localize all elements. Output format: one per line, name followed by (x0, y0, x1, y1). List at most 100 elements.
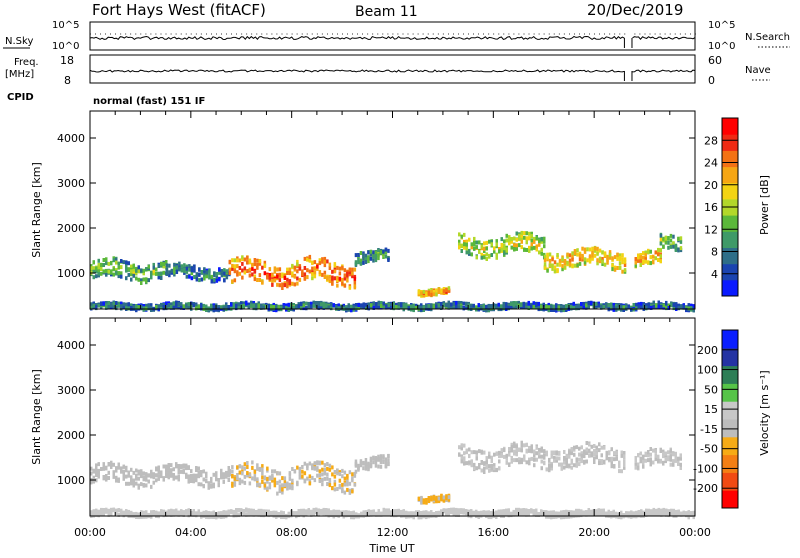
heatmap-cell (195, 272, 199, 277)
heatmap-cell (490, 459, 493, 463)
heatmap-cell (613, 265, 617, 270)
heatmap-cell (679, 466, 682, 470)
heatmap-cell (470, 242, 473, 247)
heatmap-cell (127, 473, 130, 478)
heatmap-cell (618, 464, 621, 469)
heatmap-cell (556, 269, 559, 274)
heatmap-cell (305, 510, 308, 515)
heatmap-cell (355, 303, 358, 307)
heatmap-cell (303, 461, 307, 466)
heatmap-cell (387, 458, 390, 463)
heatmap-cell (437, 290, 441, 294)
heatmap-cell (328, 274, 332, 279)
heatmap-cell (582, 305, 585, 310)
heatmap-cell (571, 251, 574, 256)
heatmap-cell (659, 254, 662, 259)
heatmap-cell (478, 465, 481, 470)
heatmap-cell (323, 467, 327, 472)
heatmap-cell (390, 305, 393, 310)
heatmap-cell (530, 456, 533, 461)
heatmap-cell (338, 276, 342, 281)
heatmap-cell (310, 511, 313, 516)
heatmap-cell (503, 243, 506, 248)
heatmap-cell (167, 473, 170, 478)
heatmap-cell (127, 509, 130, 514)
heatmap-cell (331, 465, 334, 470)
heatmap-cell (634, 260, 637, 265)
heatmap-cell (525, 305, 528, 310)
heatmap-cell (502, 511, 505, 516)
heatmap-cell (183, 267, 186, 272)
heatmap-cell (303, 256, 307, 261)
heatmap-cell (367, 256, 370, 261)
heatmap-cell (649, 261, 652, 266)
heatmap-cell (187, 465, 190, 470)
heatmap-cell (495, 255, 498, 260)
heatmap-cell (652, 254, 655, 259)
heatmap-cell (142, 510, 145, 515)
heatmap-cell (440, 289, 443, 294)
heatmap-cell (540, 305, 543, 309)
heatmap-cell (122, 476, 125, 481)
heatmap-cell (90, 264, 93, 269)
heatmap-cell (115, 258, 118, 263)
heatmap-cell (115, 260, 118, 265)
heatmap-cell (677, 459, 680, 464)
heatmap-cell (447, 286, 451, 291)
heatmap-cell (642, 459, 645, 464)
heatmap-cell (475, 450, 478, 455)
heatmap-cell (150, 271, 153, 276)
heatmap-cell (95, 478, 98, 483)
heatmap-cell (473, 450, 476, 455)
heatmap-cell (359, 463, 363, 468)
heatmap-cell (563, 450, 566, 454)
heatmap-cell (341, 265, 344, 270)
heatmap-cell (110, 508, 113, 512)
heatmap-cell (200, 277, 204, 282)
heatmap-cell (147, 479, 150, 484)
heatmap-cell (593, 452, 596, 457)
heatmap-cell (380, 304, 383, 308)
heatmap-cell (538, 447, 541, 452)
heatmap-cell (236, 476, 239, 481)
heatmap-cell (590, 451, 593, 456)
heatmap-cell (225, 275, 229, 280)
heatmap-cell (167, 509, 170, 514)
colorbar-segment (722, 118, 738, 135)
heatmap-cell (95, 508, 98, 513)
heatmap-cell (392, 509, 395, 514)
heatmap-cell (578, 446, 581, 451)
heatmap-cell (537, 301, 540, 306)
heatmap-cell (328, 279, 332, 284)
heatmap-cell (207, 306, 210, 311)
heatmap-cell (677, 512, 680, 516)
heatmap-cell (463, 451, 466, 456)
heatmap-cell (462, 509, 465, 514)
heatmap-cell (250, 300, 253, 305)
heatmap-cell (591, 250, 594, 255)
heatmap-cell (177, 464, 180, 468)
heatmap-cell (432, 292, 436, 297)
heatmap-cell (540, 239, 543, 244)
heatmap-cell (645, 303, 648, 308)
heatmap-cell (649, 255, 652, 260)
heatmap-cell (649, 452, 652, 457)
heatmap-cell (238, 271, 242, 276)
heatmap-cell (120, 466, 123, 471)
heatmap-cell (286, 281, 289, 286)
heatmap-cell (180, 264, 184, 269)
heatmap-cell (660, 512, 663, 517)
heatmap-cell (473, 242, 476, 247)
heatmap-cell (505, 233, 508, 238)
colorbar-tick-label: -15 (700, 423, 718, 436)
heatmap-cell (152, 265, 155, 270)
colorbar-segment (722, 330, 738, 349)
heatmap-cell (425, 498, 428, 503)
heatmap-cell (640, 509, 643, 514)
heatmap-cell (447, 497, 451, 502)
heatmap-cell (576, 252, 579, 257)
heatmap-cell (525, 231, 528, 236)
heatmap-cell (525, 248, 528, 252)
heatmap-cell (288, 271, 292, 276)
